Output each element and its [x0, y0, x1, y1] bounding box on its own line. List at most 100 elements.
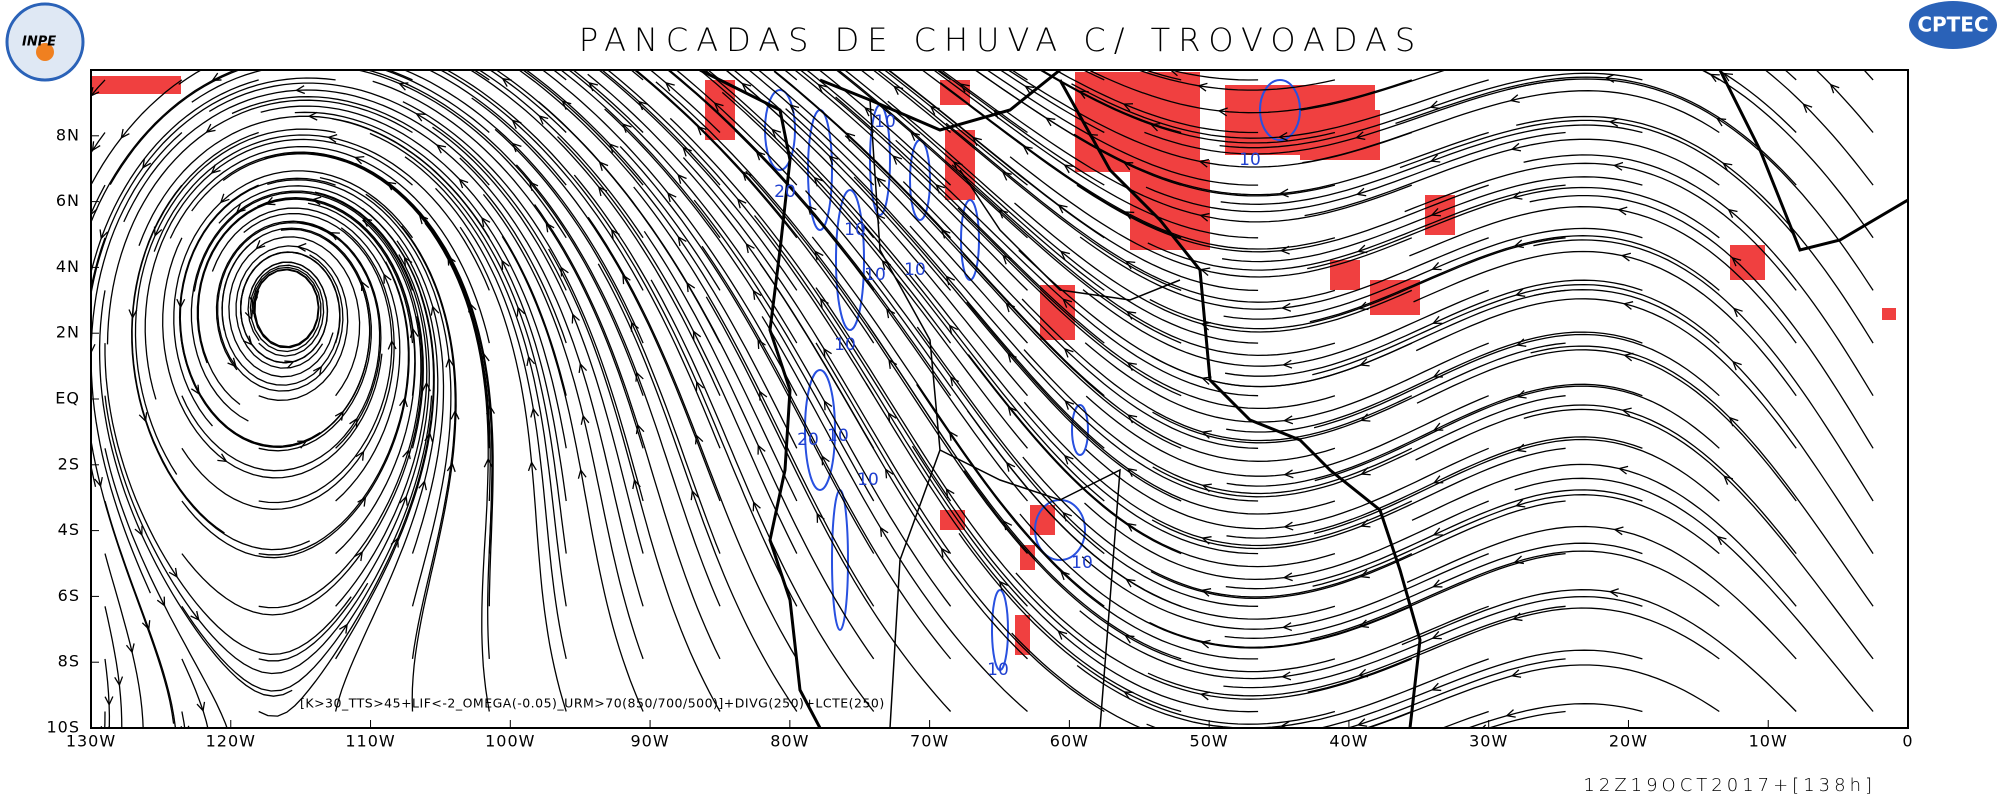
contour-label: 10 [987, 660, 1009, 680]
flow-arrow [190, 384, 200, 395]
flow-arrow [1423, 729, 1432, 736]
lon-label: 130W [66, 732, 116, 751]
flow-arrow [176, 298, 186, 309]
flow-arrow [1617, 465, 1629, 475]
flow-arrow [142, 158, 152, 169]
flow-arrow [1359, 413, 1371, 422]
streamline [936, 70, 951, 81]
streamline [260, 105, 567, 396]
flow-arrow [773, 60, 782, 68]
streamline [1010, 70, 1028, 81]
flow-arrow [1169, 70, 1178, 77]
flow-arrow [713, 102, 724, 112]
inpe-logo [5, 2, 85, 82]
flow-arrow [114, 676, 124, 687]
flow-arrow [530, 407, 540, 418]
streamline [567, 70, 798, 344]
flow-arrow [91, 141, 101, 152]
flow-arrow [1199, 267, 1211, 277]
streamline [707, 70, 721, 81]
streamline [1019, 513, 1413, 649]
flow-arrow [1125, 310, 1137, 320]
streamline [1082, 70, 1105, 81]
streamline [439, 70, 644, 291]
flow-arrow [1505, 709, 1516, 718]
streamline [783, 70, 798, 81]
flow-arrow [1722, 72, 1734, 82]
flow-arrow [421, 381, 431, 392]
flow-arrow [288, 54, 297, 62]
flow-arrow [1709, 73, 1720, 83]
cptec-logo [1909, 1, 1997, 49]
flow-arrow [1732, 360, 1742, 371]
flow-arrow [635, 371, 644, 382]
flow-arrow [1360, 519, 1371, 528]
flow-arrow [1359, 569, 1370, 579]
streamline [401, 225, 457, 712]
streamline [534, 204, 721, 660]
flow-arrow [1005, 302, 1016, 313]
contour-label: 10 [864, 265, 886, 285]
streamline [1312, 494, 1720, 587]
streamline [1399, 119, 1797, 239]
streamline [473, 70, 490, 81]
flow-arrow [458, 178, 469, 189]
flow-arrow [1063, 164, 1074, 174]
flow-arrow [1623, 352, 1634, 362]
streamline [876, 70, 1182, 292]
flow-arrow [677, 173, 687, 184]
streamline [1416, 349, 1797, 502]
streamline [173, 170, 414, 427]
streamline [909, 225, 1259, 502]
streamline [1143, 70, 1182, 81]
contour-label: 20 [797, 430, 819, 450]
streamline [1021, 298, 1413, 442]
flow-arrow [1513, 555, 1525, 565]
flow-arrow [1063, 347, 1074, 358]
flow-arrow [1282, 572, 1293, 582]
streamline [525, 70, 721, 291]
streamline [1784, 70, 1797, 81]
flow-arrow [1732, 307, 1743, 318]
streamline [221, 237, 341, 386]
lat-label: EQ [55, 389, 80, 408]
streamline [1147, 605, 1566, 697]
streamline [883, 70, 1028, 186]
lon-label: 70W [910, 732, 949, 751]
streamline [1150, 500, 1566, 600]
flow-arrow [1024, 85, 1035, 95]
flow-arrow [445, 357, 455, 368]
flow-arrow [1057, 204, 1068, 214]
flow-arrow [538, 115, 549, 125]
flow-arrow [128, 309, 138, 320]
flow-arrow [1481, 724, 1487, 728]
flow-arrow [677, 235, 687, 247]
flow-arrow [255, 239, 266, 250]
flow-arrow [821, 454, 830, 466]
flow-arrow [1281, 622, 1293, 632]
flow-arrow [399, 495, 408, 506]
flow-arrow [313, 365, 323, 376]
flow-arrow [875, 213, 886, 224]
streamline [757, 70, 1028, 344]
flow-arrow [692, 330, 702, 341]
flow-arrow [1149, 122, 1161, 132]
flow-arrow [99, 229, 108, 240]
streamline [179, 177, 336, 447]
streamline [1764, 70, 1874, 186]
flow-arrow [415, 113, 426, 122]
flow-arrow [501, 77, 512, 87]
flow-arrow [1431, 261, 1442, 271]
flow-arrow [450, 409, 460, 420]
flow-arrow [296, 242, 307, 252]
flow-arrow [501, 259, 510, 270]
flow-arrow [948, 430, 958, 441]
flow-arrow [1007, 405, 1017, 416]
flow-arrow [1354, 131, 1366, 141]
streamline [860, 70, 875, 81]
lat-label: 10S [46, 718, 80, 737]
flow-arrow [1124, 634, 1135, 644]
flow-arrow [694, 434, 704, 445]
flow-arrow [580, 414, 590, 425]
flow-arrow [667, 192, 677, 203]
